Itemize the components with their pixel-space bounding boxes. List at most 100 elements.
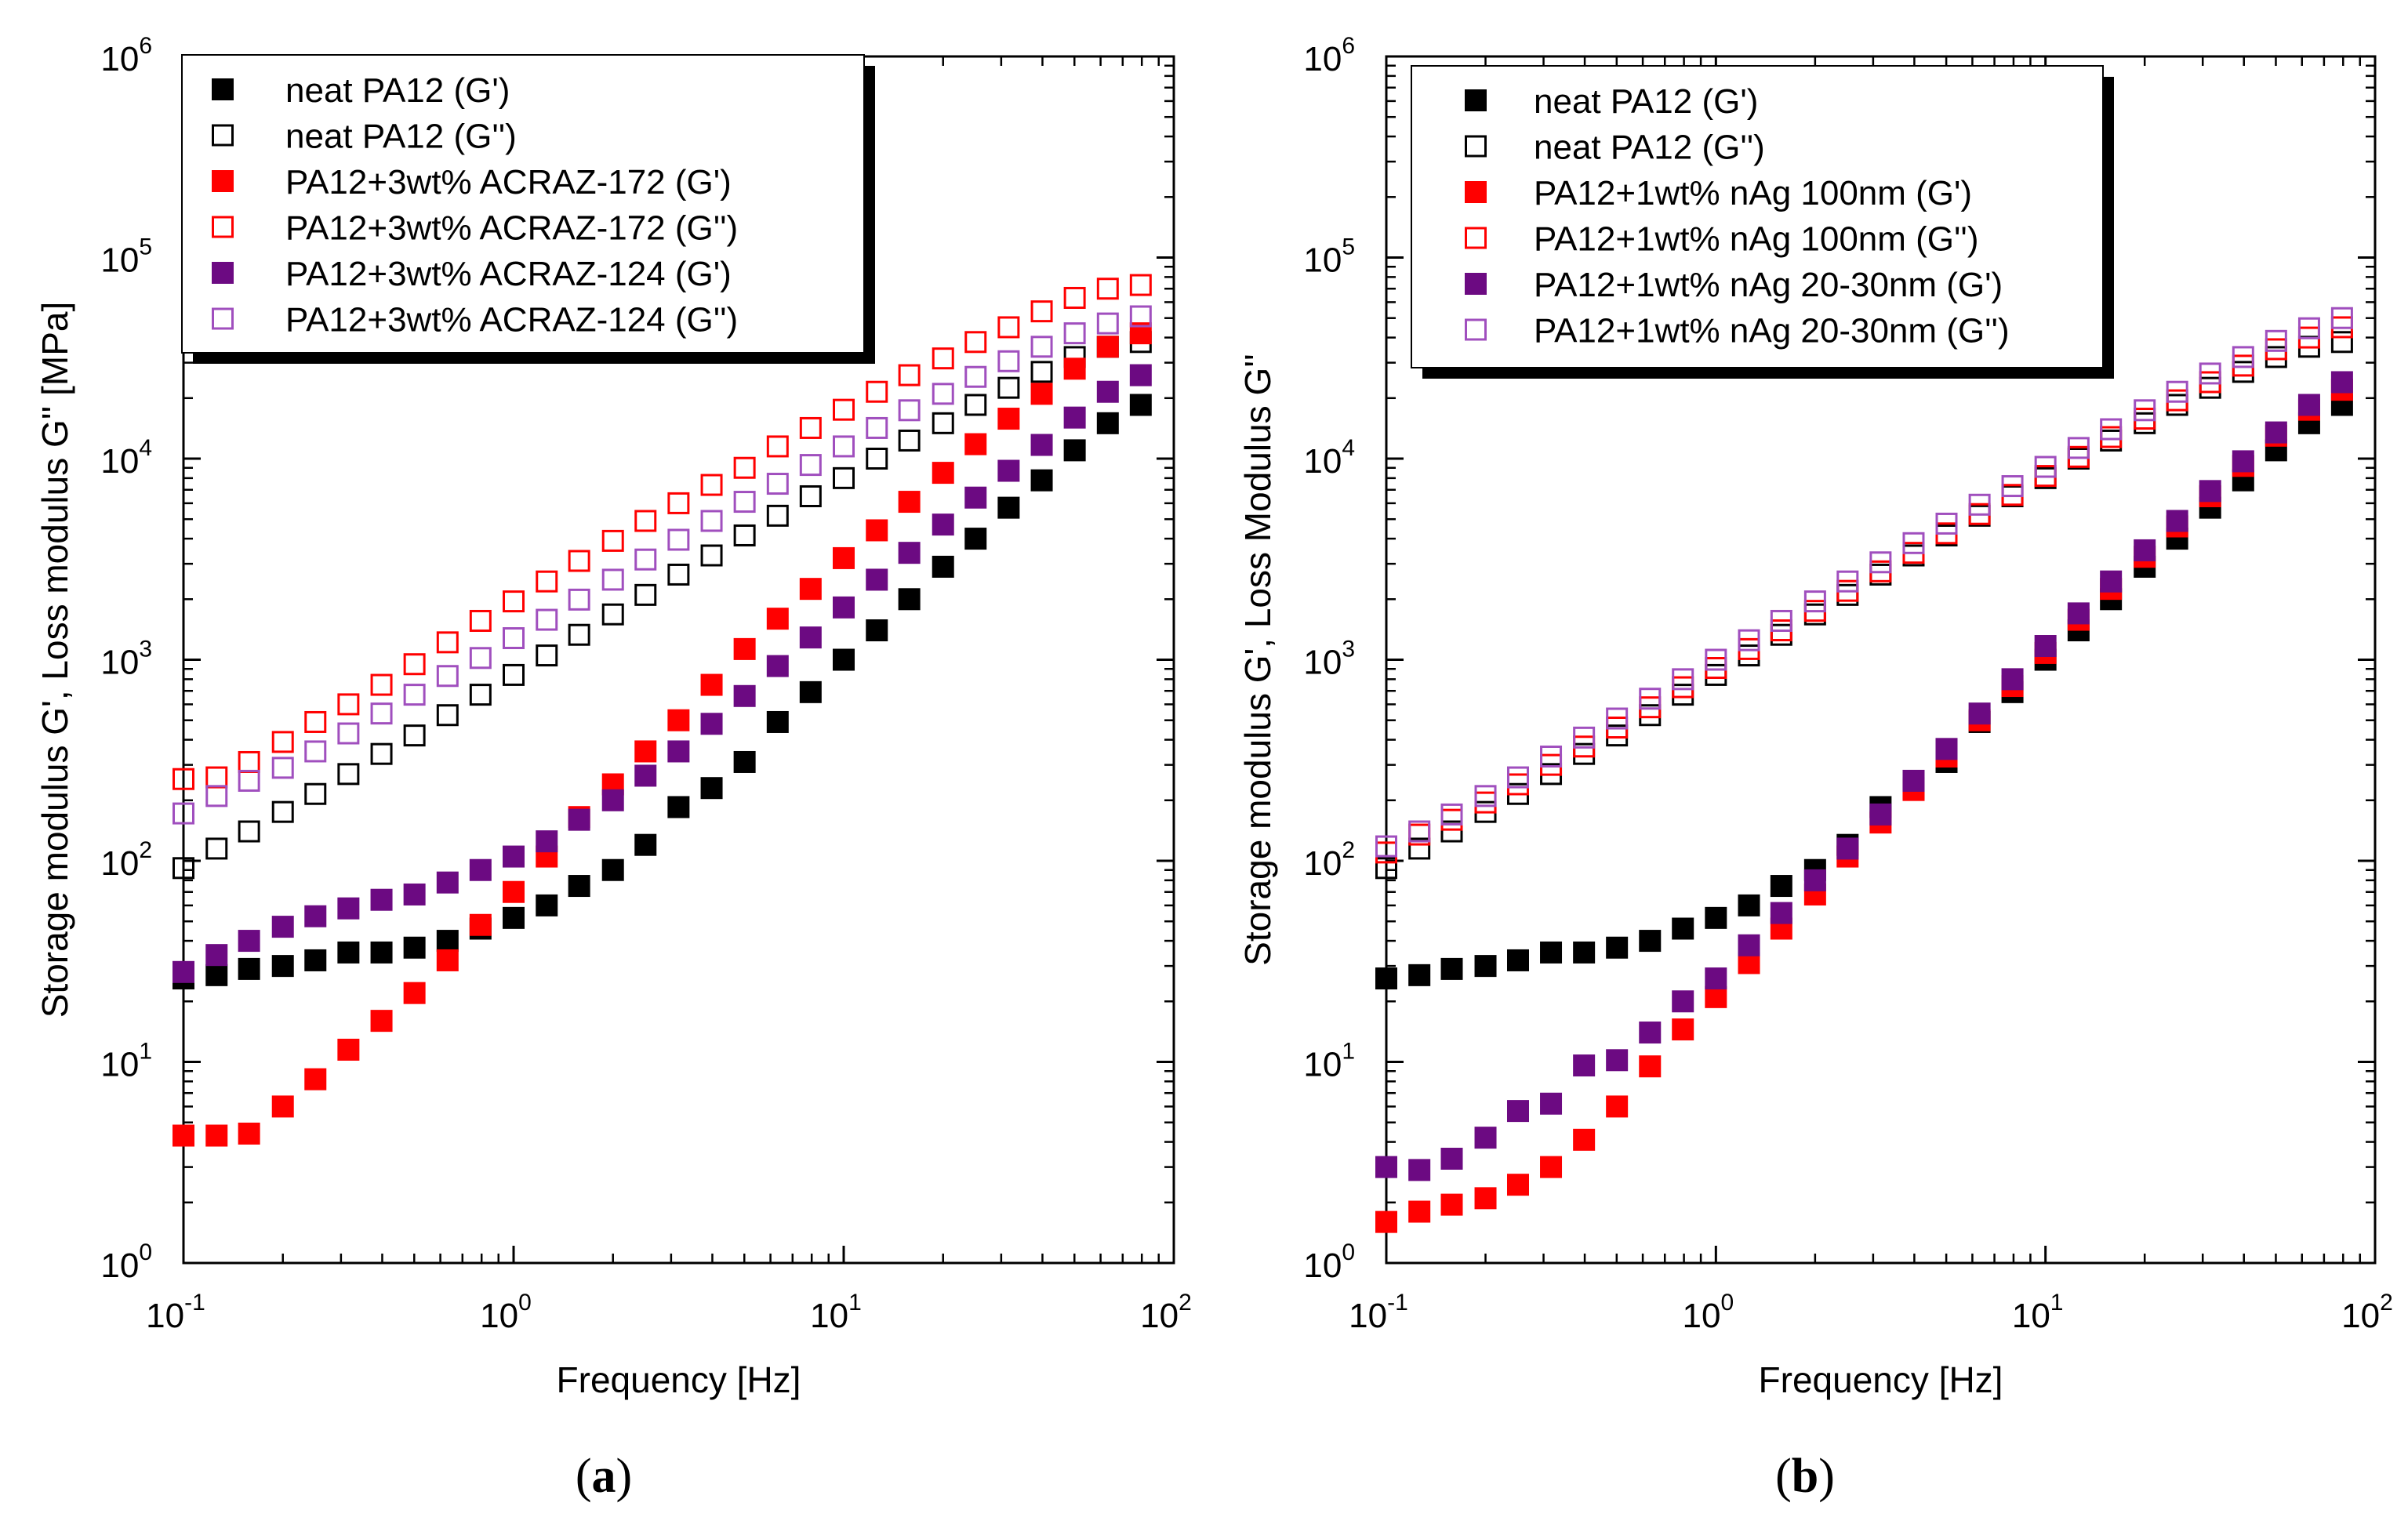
data-point [833, 466, 855, 489]
data-point [370, 673, 393, 696]
x-tick-label: 101 [2012, 1290, 2064, 1335]
data-point [403, 653, 426, 676]
data-point [1573, 941, 1596, 964]
data-point [733, 684, 756, 707]
data-point [898, 588, 921, 611]
data-point [733, 456, 756, 479]
data-point [667, 740, 690, 763]
data-point [932, 347, 954, 370]
data-point [1672, 676, 1694, 699]
data-point [1738, 934, 1760, 956]
series-5 [173, 364, 1152, 983]
legend-entry: neat PA12 (G'') [285, 118, 517, 156]
data-point [1902, 532, 1925, 554]
legend-entry: neat PA12 (G'') [1534, 129, 1765, 167]
data-point [2134, 412, 2156, 434]
data-point [271, 731, 294, 753]
legend-entry: PA12+3wt% ACRAZ-124 (G'') [285, 301, 738, 339]
legend-marker [1465, 227, 1487, 249]
data-point [1096, 412, 1119, 434]
data-point [1375, 967, 1397, 990]
data-point [601, 603, 624, 626]
data-point [964, 433, 987, 455]
legend-entry: PA12+1wt% nAg 100nm (G') [1534, 174, 1972, 212]
data-point [634, 833, 657, 856]
data-point [2134, 399, 2156, 422]
data-point [403, 684, 426, 706]
data-point [1705, 663, 1727, 686]
data-point [634, 740, 657, 763]
data-point [634, 583, 657, 606]
data-point [238, 820, 260, 843]
data-point [469, 913, 492, 936]
data-point [205, 766, 228, 789]
data-point [173, 857, 194, 880]
data-point [337, 941, 360, 964]
data-point [568, 588, 590, 611]
data-point [1063, 322, 1086, 345]
data-point [799, 680, 822, 703]
y-tick-label: 106 [1303, 33, 1355, 78]
series-2 [173, 331, 1152, 880]
data-point [1639, 930, 1662, 953]
data-point [503, 627, 525, 650]
data-point [2100, 418, 2123, 441]
x-axis-label: Frequency [Hz] [557, 1359, 801, 1400]
panel-b-label: (b) [1775, 1450, 1835, 1503]
data-point [568, 550, 590, 572]
data-point [2199, 376, 2221, 399]
data-point [238, 769, 260, 792]
data-point [1063, 357, 1086, 380]
legend-marker [1465, 89, 1487, 111]
y-tick-label: 102 [1303, 837, 1355, 883]
data-point [1968, 702, 1991, 725]
data-point [898, 491, 921, 514]
data-point [866, 519, 888, 542]
data-point [238, 750, 260, 773]
data-point [1506, 949, 1529, 971]
data-point [634, 510, 657, 532]
data-point [997, 459, 1020, 482]
y-tick-label: 103 [100, 637, 152, 682]
data-point [1096, 336, 1119, 358]
data-point [370, 941, 393, 964]
data-point [436, 631, 459, 654]
data-point [1063, 286, 1086, 309]
data-point [1639, 696, 1662, 719]
data-point [469, 858, 492, 881]
data-point [2232, 354, 2254, 377]
legend-entry: PA12+3wt% ACRAZ-124 (G') [285, 255, 732, 293]
data-point [1770, 902, 1792, 924]
data-point [403, 724, 426, 747]
data-point [1030, 336, 1053, 358]
data-point [1506, 766, 1529, 789]
y-tick-label: 106 [100, 33, 152, 78]
data-point [1770, 623, 1792, 646]
y-tick-label: 101 [100, 1039, 152, 1084]
data-point [271, 916, 294, 938]
x-tick-label: 102 [2341, 1290, 2393, 1335]
data-point [1540, 941, 1563, 964]
data-point [503, 845, 525, 868]
data-point [634, 548, 657, 571]
series-3 [173, 322, 1152, 1147]
data-point [964, 365, 987, 388]
data-point [173, 1124, 194, 1147]
data-point [601, 789, 624, 811]
data-point [304, 782, 327, 805]
data-point [1408, 964, 1431, 986]
data-point [370, 742, 393, 765]
data-point [2067, 602, 2090, 625]
data-point [2265, 329, 2287, 352]
data-point [866, 619, 888, 642]
data-point [799, 484, 822, 507]
data-point [337, 1038, 360, 1061]
data-point [1573, 726, 1596, 749]
data-point [1096, 380, 1119, 403]
data-point [2265, 421, 2287, 444]
data-point [700, 673, 723, 696]
data-point [1030, 300, 1053, 323]
data-point [1030, 383, 1053, 405]
data-point [766, 435, 789, 458]
